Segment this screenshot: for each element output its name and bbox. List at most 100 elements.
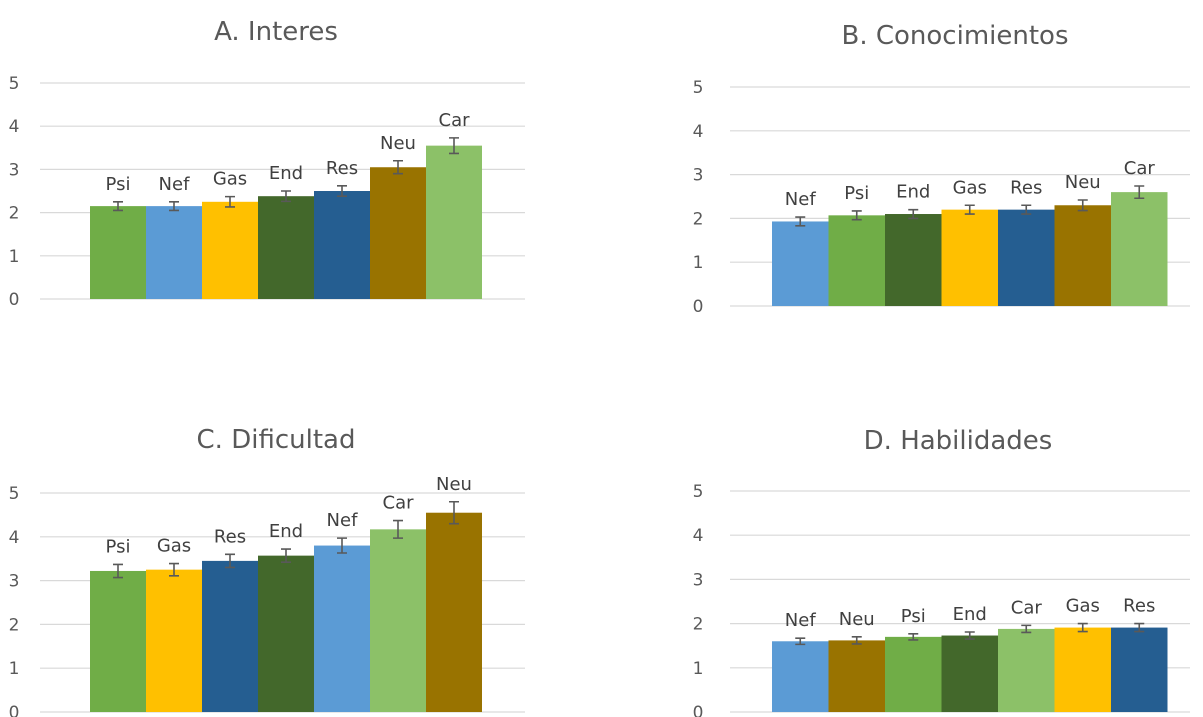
category-label-neu: Neu <box>839 609 875 630</box>
category-label-res: Res <box>1010 177 1042 198</box>
bar-end <box>258 555 314 712</box>
bar-neu <box>426 512 482 712</box>
bar-res <box>314 191 370 299</box>
category-label-gas: Gas <box>953 177 987 198</box>
error-bar-res <box>1134 622 1145 633</box>
bar-res <box>1111 627 1168 712</box>
category-label-psi: Psi <box>844 183 869 204</box>
bar-nef <box>146 206 202 299</box>
bar-end <box>941 635 998 712</box>
error-bar-end <box>281 190 291 203</box>
y-tick-label: 3 <box>693 166 704 186</box>
y-tick-label: 2 <box>9 615 20 635</box>
y-tick-label: 5 <box>9 484 20 504</box>
y-tick-label: 3 <box>9 572 20 592</box>
y-tick-label: 2 <box>9 204 20 224</box>
error-bar-res <box>337 185 347 197</box>
y-tick-label: 1 <box>693 253 704 273</box>
error-bar-neu <box>1077 199 1088 212</box>
category-label-neu: Neu <box>1065 172 1101 193</box>
bar-car <box>1111 192 1168 306</box>
category-label-neu: Neu <box>436 474 472 495</box>
y-tick-label: 4 <box>693 122 704 142</box>
error-bar-neu <box>449 500 459 525</box>
bar-gas <box>1054 627 1111 712</box>
error-bar-neu <box>851 636 862 645</box>
error-bar-car <box>1021 624 1032 634</box>
error-bar-nef <box>337 537 347 554</box>
chart-panel-c: C. Dificultad 0 1 2 3 4 5 Psi Gas Res End Nef Car Neu <box>9 425 525 717</box>
y-tick-label: 1 <box>693 659 704 679</box>
error-bar-gas <box>1077 622 1088 633</box>
bar-psi <box>90 206 146 299</box>
error-bar-res <box>225 553 235 569</box>
category-label-end: End <box>953 604 987 625</box>
category-label-psi: Psi <box>901 606 926 627</box>
bar-gas <box>146 569 202 712</box>
y-tick-label: 4 <box>9 117 20 137</box>
chart-panel-d: D. Habilidades 0 1 2 3 4 5 Nef Neu Psi End Car Gas Re… <box>693 426 1190 717</box>
error-bar-neu <box>393 159 403 175</box>
bar-end <box>885 214 942 306</box>
error-bar-gas <box>169 562 179 577</box>
category-label-end: End <box>269 521 303 542</box>
bar-gas <box>941 209 998 306</box>
bar-neu <box>1054 205 1111 306</box>
category-label-nef: Nef <box>785 610 817 631</box>
error-bar-res <box>1021 204 1032 215</box>
category-label-car: Car <box>383 493 415 514</box>
category-label-car: Car <box>439 110 471 131</box>
category-label-gas: Gas <box>213 169 247 190</box>
y-tick-label: 3 <box>693 570 704 590</box>
bar-end <box>258 196 314 299</box>
y-tick-label: 4 <box>9 528 20 548</box>
category-label-end: End <box>896 182 930 203</box>
y-tick-label: 0 <box>9 290 20 310</box>
y-tick-label: 5 <box>693 482 704 502</box>
bar-neu <box>370 167 426 299</box>
bar-car <box>370 529 426 712</box>
category-label-end: End <box>269 163 303 184</box>
category-label-gas: Gas <box>1066 596 1100 617</box>
bar-car <box>426 145 482 299</box>
bar-neu <box>828 640 885 712</box>
category-label-car: Car <box>1124 158 1156 179</box>
chart-panel-b: B. Conocimientos 0 1 2 3 4 5 Nef Psi End Gas Res Neu… <box>693 21 1190 317</box>
chart-title: C. Dificultad <box>197 425 356 455</box>
category-label-nef: Nef <box>785 189 817 210</box>
category-label-psi: Psi <box>106 174 131 195</box>
error-bar-end <box>281 548 291 564</box>
error-bar-nef <box>795 637 806 646</box>
y-tick-label: 0 <box>693 297 704 317</box>
category-label-car: Car <box>1011 597 1043 618</box>
category-label-nef: Nef <box>159 174 191 195</box>
y-tick-label: 2 <box>693 209 704 229</box>
bar-nef <box>772 641 829 712</box>
y-tick-label: 1 <box>9 659 20 679</box>
bar-nef <box>314 545 370 712</box>
category-label-res: Res <box>1123 596 1155 617</box>
category-label-gas: Gas <box>157 536 191 557</box>
bar-res <box>202 560 258 712</box>
category-label-neu: Neu <box>380 133 416 154</box>
y-tick-label: 0 <box>9 703 20 717</box>
bar-psi <box>885 636 942 712</box>
bar-res <box>998 209 1055 306</box>
bar-psi <box>828 215 885 306</box>
y-tick-label: 2 <box>693 615 704 635</box>
error-bar-car <box>1134 185 1145 200</box>
chart-panel-a: A. Interes 0 1 2 3 4 5 Psi Nef Gas End Res Neu Car <box>9 17 525 310</box>
error-bar-gas <box>225 195 235 208</box>
error-bar-gas <box>964 204 975 215</box>
error-bar-car <box>393 519 403 539</box>
bar-car <box>998 628 1055 712</box>
error-bar-psi <box>851 210 862 221</box>
y-tick-label: 4 <box>693 526 704 546</box>
y-tick-label: 0 <box>693 703 704 717</box>
bar-gas <box>202 201 258 299</box>
category-label-nef: Nef <box>327 510 359 531</box>
error-bar-nef <box>795 216 806 227</box>
y-tick-label: 5 <box>9 74 20 94</box>
error-bar-nef <box>169 201 179 212</box>
